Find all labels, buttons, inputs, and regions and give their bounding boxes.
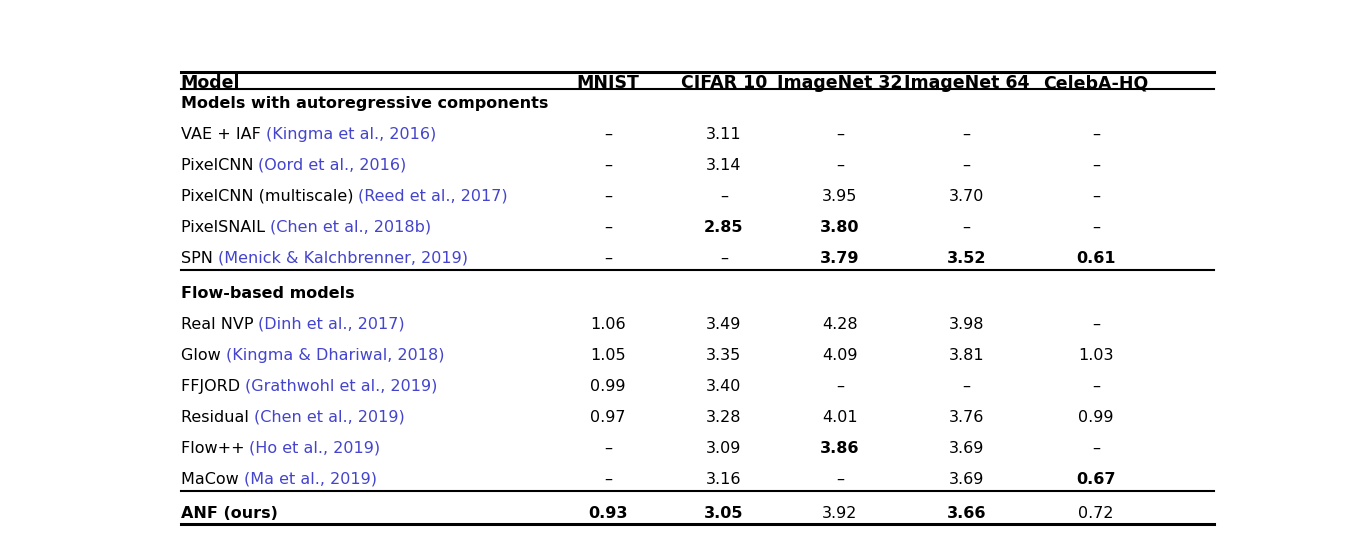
Text: –: – <box>1093 220 1100 235</box>
Text: 0.72: 0.72 <box>1078 506 1113 521</box>
Text: 3.81: 3.81 <box>949 348 984 363</box>
Text: (Chen et al., 2019): (Chen et al., 2019) <box>253 410 404 425</box>
Text: (Grathwohl et al., 2019): (Grathwohl et al., 2019) <box>245 379 437 394</box>
Text: –: – <box>836 472 844 487</box>
Text: –: – <box>604 441 612 456</box>
Text: 3.14: 3.14 <box>706 158 742 173</box>
Text: 1.05: 1.05 <box>591 348 626 363</box>
Text: 1.06: 1.06 <box>591 317 626 332</box>
Text: –: – <box>836 127 844 142</box>
Text: Models with autoregressive components: Models with autoregressive components <box>181 96 548 111</box>
Text: –: – <box>604 127 612 142</box>
Text: 3.66: 3.66 <box>947 506 987 521</box>
Text: 3.98: 3.98 <box>949 317 984 332</box>
Text: –: – <box>720 189 728 204</box>
Text: –: – <box>604 220 612 235</box>
Text: 4.01: 4.01 <box>822 410 857 425</box>
Text: –: – <box>836 158 844 173</box>
Text: MaCow: MaCow <box>181 472 244 487</box>
Text: CIFAR 10: CIFAR 10 <box>680 75 768 92</box>
Text: 3.09: 3.09 <box>706 441 742 456</box>
Text: 3.76: 3.76 <box>949 410 984 425</box>
Text: 3.49: 3.49 <box>706 317 742 332</box>
Text: –: – <box>720 251 728 266</box>
Text: Real NVP: Real NVP <box>181 317 259 332</box>
Text: 3.80: 3.80 <box>821 220 860 235</box>
Text: 3.40: 3.40 <box>706 379 742 394</box>
Text: Glow: Glow <box>181 348 226 363</box>
Text: –: – <box>604 158 612 173</box>
Text: (Chen et al., 2018b): (Chen et al., 2018b) <box>269 220 431 235</box>
Text: 3.11: 3.11 <box>706 127 742 142</box>
Text: (Kingma et al., 2016): (Kingma et al., 2016) <box>265 127 436 142</box>
Text: 3.70: 3.70 <box>949 189 984 204</box>
Text: 3.69: 3.69 <box>949 441 984 456</box>
Text: 0.97: 0.97 <box>591 410 626 425</box>
Text: 0.67: 0.67 <box>1077 472 1116 487</box>
Text: –: – <box>1093 379 1100 394</box>
Text: 1.03: 1.03 <box>1078 348 1113 363</box>
Text: 0.99: 0.99 <box>1078 410 1113 425</box>
Text: Model: Model <box>181 75 240 92</box>
Text: PixelCNN (multiscale): PixelCNN (multiscale) <box>181 189 358 204</box>
Text: 3.95: 3.95 <box>822 189 857 204</box>
Text: (Ma et al., 2019): (Ma et al., 2019) <box>244 472 377 487</box>
Text: –: – <box>604 472 612 487</box>
Text: –: – <box>962 127 970 142</box>
Text: 0.99: 0.99 <box>591 379 626 394</box>
Text: FFJORD: FFJORD <box>181 379 245 394</box>
Text: –: – <box>1093 317 1100 332</box>
Text: –: – <box>1093 127 1100 142</box>
Text: 2.85: 2.85 <box>704 220 743 235</box>
Text: –: – <box>1093 158 1100 173</box>
Text: (Oord et al., 2016): (Oord et al., 2016) <box>259 158 407 173</box>
Text: CelebA-HQ: CelebA-HQ <box>1044 75 1149 92</box>
Text: ImageNet 32: ImageNet 32 <box>777 75 902 92</box>
Text: PixelSNAIL: PixelSNAIL <box>181 220 269 235</box>
Text: 3.05: 3.05 <box>704 506 743 521</box>
Text: –: – <box>1093 441 1100 456</box>
Text: VAE + IAF: VAE + IAF <box>181 127 265 142</box>
Text: 3.79: 3.79 <box>821 251 860 266</box>
Text: (Dinh et al., 2017): (Dinh et al., 2017) <box>259 317 406 332</box>
Text: PixelCNN: PixelCNN <box>181 158 259 173</box>
Text: –: – <box>604 251 612 266</box>
Text: 4.28: 4.28 <box>822 317 857 332</box>
Text: 3.92: 3.92 <box>822 506 857 521</box>
Text: –: – <box>1093 189 1100 204</box>
Text: (Reed et al., 2017): (Reed et al., 2017) <box>358 189 508 204</box>
Text: Residual: Residual <box>181 410 253 425</box>
Text: 3.69: 3.69 <box>949 472 984 487</box>
Text: 0.93: 0.93 <box>588 506 627 521</box>
Text: Flow-based models: Flow-based models <box>181 286 354 301</box>
Text: –: – <box>962 379 970 394</box>
Text: –: – <box>962 220 970 235</box>
Text: 3.35: 3.35 <box>706 348 742 363</box>
Text: 3.28: 3.28 <box>706 410 742 425</box>
Text: (Ho et al., 2019): (Ho et al., 2019) <box>249 441 381 456</box>
Text: 3.86: 3.86 <box>821 441 860 456</box>
Text: ImageNet 64: ImageNet 64 <box>904 75 1029 92</box>
Text: ANF (ours): ANF (ours) <box>181 506 278 521</box>
Text: 4.09: 4.09 <box>822 348 857 363</box>
Text: 0.61: 0.61 <box>1077 251 1116 266</box>
Text: 3.16: 3.16 <box>706 472 742 487</box>
Text: –: – <box>836 379 844 394</box>
Text: MNIST: MNIST <box>577 75 640 92</box>
Text: –: – <box>962 158 970 173</box>
Text: (Menick & Kalchbrenner, 2019): (Menick & Kalchbrenner, 2019) <box>218 251 468 266</box>
Text: Flow++: Flow++ <box>181 441 249 456</box>
Text: SPN: SPN <box>181 251 218 266</box>
Text: (Kingma & Dhariwal, 2018): (Kingma & Dhariwal, 2018) <box>226 348 444 363</box>
Text: 3.52: 3.52 <box>947 251 987 266</box>
Text: –: – <box>604 189 612 204</box>
